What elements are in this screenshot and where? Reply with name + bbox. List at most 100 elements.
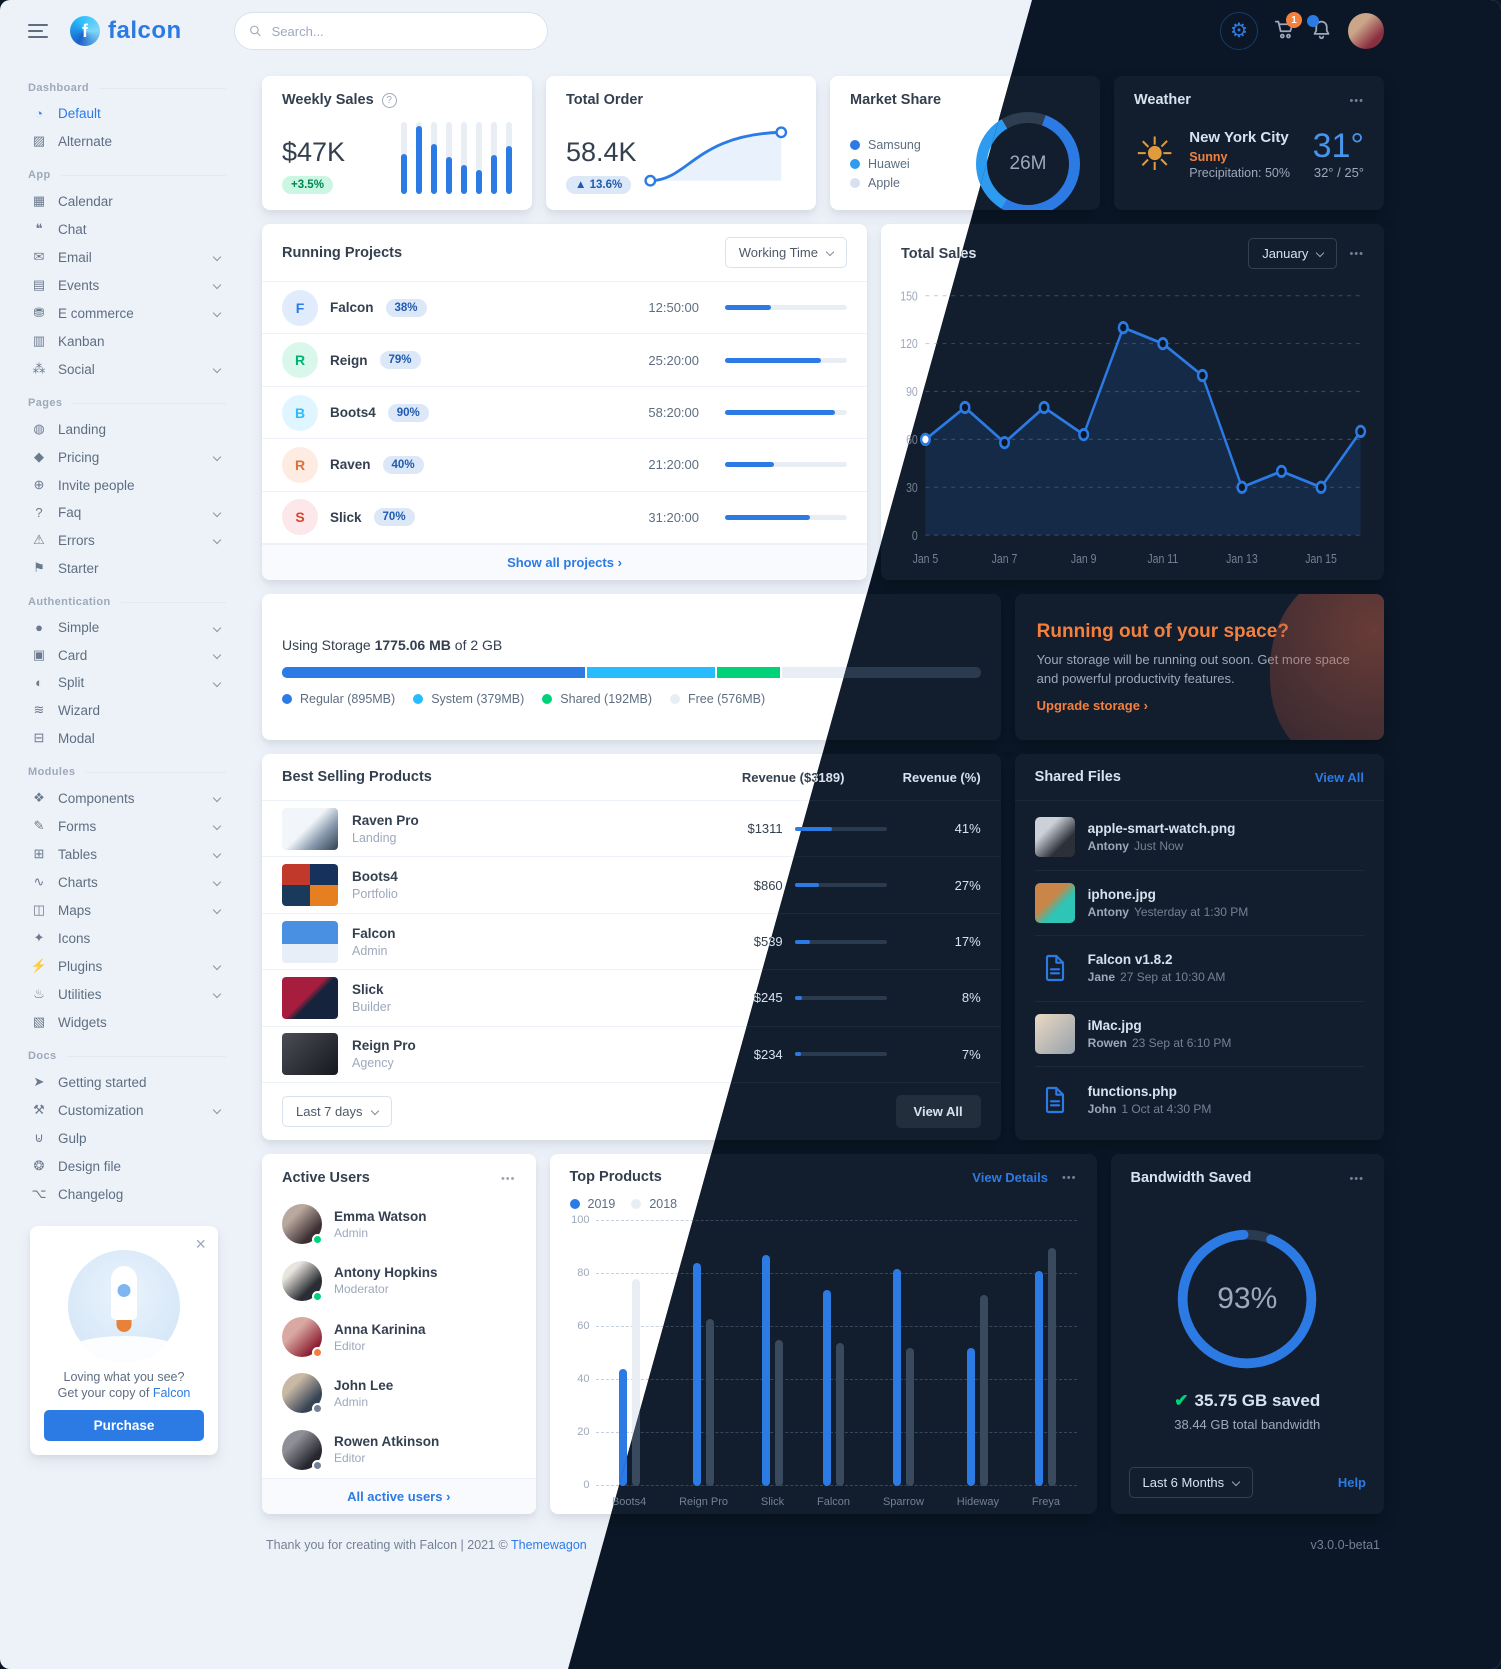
sidebar-item-maps[interactable]: ◫Maps (28, 896, 226, 924)
card-menu-icon[interactable] (1349, 1175, 1364, 1181)
card-menu-icon[interactable] (1349, 97, 1364, 103)
all-active-users-link[interactable]: All active users › (347, 1489, 451, 1504)
falcon-link[interactable]: Falcon (152, 1386, 191, 1400)
sidebar-item-utilities[interactable]: ♨Utilities (28, 980, 226, 1008)
menu-toggle-icon[interactable] (28, 24, 48, 38)
help-link[interactable]: Help (1337, 1475, 1366, 1490)
project-time: 25:20:00 (648, 352, 699, 368)
close-icon[interactable]: × (195, 1234, 206, 1254)
divider (72, 402, 226, 404)
sidebar-item-simple[interactable]: ●Simple (28, 614, 226, 641)
sidebar-item-e-commerce[interactable]: ⛃E commerce (28, 299, 226, 327)
sidebar-item-pricing[interactable]: ◆Pricing (28, 443, 226, 471)
file-time: 27 Sep at 10:30 AM (1120, 970, 1226, 985)
lock-icon: ● (35, 620, 43, 635)
upgrade-storage-link[interactable]: Upgrade storage › (1036, 698, 1148, 714)
purchase-button[interactable]: Purchase (44, 1410, 204, 1441)
sidebar-item-errors[interactable]: ⚠Errors (28, 526, 226, 554)
project-progress-badge: 70% (373, 508, 415, 527)
sidebar-item-wizard[interactable]: ≋Wizard (28, 696, 226, 724)
product-row-raven-pro: Raven Pro Landing $1311 41% (262, 801, 1001, 858)
legend-item-2018[interactable]: 2018 (631, 1197, 677, 1211)
sidebar-item-plugins[interactable]: ⚡Plugins (28, 952, 226, 980)
y-tick-label: 60 (577, 1320, 590, 1332)
project-progress-bar (725, 357, 847, 363)
sidebar-item-kanban[interactable]: ▥Kanban (28, 327, 226, 355)
sidebar-item-icons[interactable]: ✦Icons (28, 924, 226, 952)
product-revenue-pct: 8% (961, 990, 981, 1006)
sidebar-item-tables[interactable]: ⊞Tables (28, 840, 226, 868)
status-dot (312, 1347, 323, 1359)
project-avatar: S (282, 499, 318, 536)
sidebar-item-card[interactable]: ▣Card (28, 641, 226, 669)
table-icon: ⊞ (33, 846, 45, 861)
user-avatar[interactable] (1348, 13, 1384, 49)
sidebar-item-faq[interactable]: ?Faq (28, 499, 226, 526)
show-all-projects-link[interactable]: Show all projects › (507, 555, 622, 570)
sidebar-item-customization[interactable]: ⚒Customization (28, 1096, 226, 1124)
falcon-logo[interactable]: f falcon (70, 16, 182, 46)
sidebar-item-getting-started[interactable]: ➤Getting started (28, 1068, 226, 1096)
card-menu-icon[interactable] (501, 1175, 516, 1181)
last-7-days-dropdown[interactable]: Last 7 days (282, 1096, 392, 1127)
user-plus-icon: ⊕ (33, 477, 45, 492)
project-name: Reign (330, 352, 368, 368)
sidebar-item-starter[interactable]: ⚑Starter (28, 554, 226, 582)
x-tick-label: Hideway (956, 1496, 999, 1508)
product-revenue-pct: 27% (954, 877, 981, 893)
project-progress-badge: 38% (385, 298, 427, 317)
chevron-down-icon (212, 989, 222, 999)
sidebar-item-default[interactable]: ◔Default (28, 100, 226, 127)
sidebar-item-social[interactable]: ⁂Social (28, 355, 226, 383)
card-menu-icon[interactable] (1062, 1174, 1077, 1180)
legend-item-2019[interactable]: 2019 (569, 1197, 615, 1211)
legend-dot-icon (569, 1199, 580, 1209)
card-menu-icon[interactable] (1349, 250, 1364, 256)
sidebar-item-charts[interactable]: ∿Charts (28, 868, 226, 896)
chevron-down-icon (212, 308, 222, 318)
sidebar-item-alternate[interactable]: ▨Alternate (28, 127, 226, 155)
storage-segment-free-576mb- (782, 666, 979, 678)
svg-text:Jan 5: Jan 5 (913, 552, 939, 566)
working-time-dropdown[interactable]: Working Time (724, 237, 847, 268)
sidebar-item-gulp[interactable]: ⊍Gulp (28, 1124, 226, 1152)
svg-text:150: 150 (900, 289, 918, 303)
sidebar-item-split[interactable]: ◐Split (28, 669, 226, 696)
promo-line-2: Get your copy of Falcon (57, 1386, 191, 1400)
product-name: Boots4 (352, 869, 398, 885)
sidebar-item-widgets[interactable]: ▧Widgets (28, 1008, 226, 1036)
sidebar-item-design-file[interactable]: ❂Design file (28, 1152, 226, 1180)
sidebar-item-events[interactable]: ▤Events (28, 271, 226, 299)
product-revenue-bar (794, 883, 887, 888)
sidebar-item-calendar[interactable]: ▦Calendar (28, 187, 226, 215)
weekly-bar (416, 122, 422, 194)
sidebar-item-changelog[interactable]: ⌥Changelog (31, 1186, 124, 1202)
bar-2019 (823, 1289, 832, 1486)
cart-button[interactable]: 1 (1274, 12, 1302, 43)
search-input[interactable] (269, 22, 533, 40)
sidebar-item-email[interactable]: ✉Email (28, 243, 226, 271)
bar-2019 (618, 1369, 627, 1486)
sidebar-item-forms[interactable]: ✎Forms (28, 812, 226, 840)
sidebar-item-components[interactable]: ❖Components (28, 784, 226, 812)
view-all-button[interactable]: View All (895, 1095, 981, 1128)
sidebar-item-chat[interactable]: ❝Chat (28, 215, 226, 243)
shopping-cart-icon: ⛃ (33, 305, 45, 320)
sidebar-item-modal[interactable]: ⊟Modal (28, 724, 226, 752)
file-row-iphone-jpg: iphone.jpg Antony Yesterday at 1:30 PM (1034, 871, 1364, 937)
notifications-button[interactable] (1307, 15, 1332, 43)
sidebar-item-landing[interactable]: ◍Landing (28, 415, 226, 443)
sidebar-item-invite-people[interactable]: ⊕Invite people (28, 471, 226, 499)
search-box[interactable] (233, 12, 548, 50)
view-all-link[interactable]: View All (1314, 769, 1364, 785)
themewagon-link[interactable]: Themewagon (511, 1538, 587, 1552)
settings-button[interactable]: ⚙ (1220, 12, 1258, 50)
month-dropdown[interactable]: January (1248, 238, 1338, 269)
last-6-months-dropdown[interactable]: Last 6 Months (1128, 1467, 1254, 1498)
help-icon[interactable] (381, 92, 397, 108)
view-details-link[interactable]: View Details (972, 1169, 1048, 1185)
card-title: Running Projects (282, 244, 403, 261)
gear-icon: ⚙ (1230, 20, 1248, 42)
